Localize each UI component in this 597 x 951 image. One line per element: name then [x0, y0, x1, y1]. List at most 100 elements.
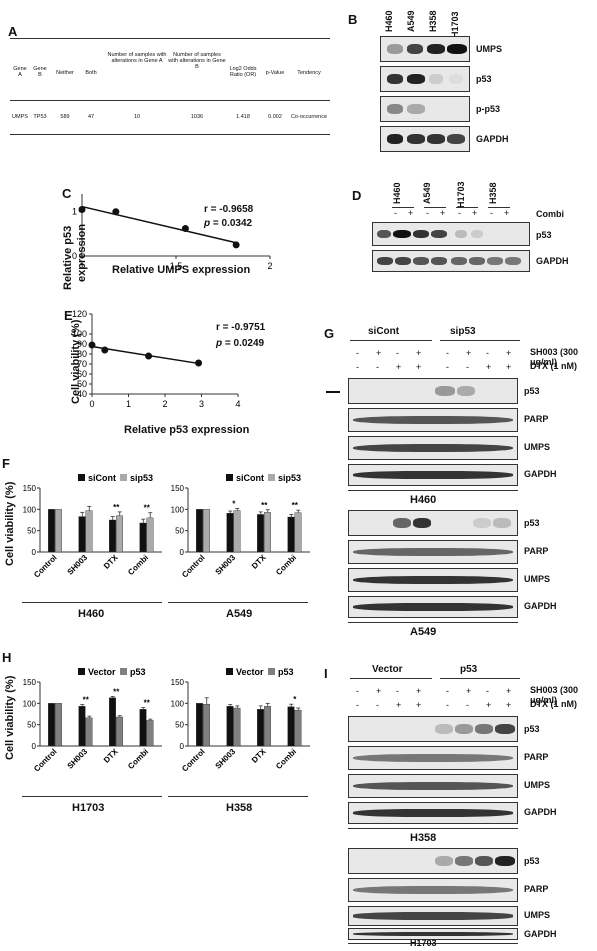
panel-label-d: D	[352, 188, 362, 203]
cell-samples-b: 1036	[190, 114, 204, 120]
x-tick-label: 1.5	[170, 261, 183, 271]
band-label-umps: UMPS	[524, 574, 551, 584]
cell-both: 47	[87, 114, 95, 120]
col-header-gene-b: Gene B	[33, 66, 47, 78]
y-tick-label: 100	[23, 699, 37, 708]
x-category-label: DTX	[102, 747, 120, 765]
bar	[55, 509, 62, 553]
sign: +	[486, 362, 492, 372]
bar	[233, 707, 241, 747]
sign: -	[446, 686, 449, 696]
x-category-label: Control	[32, 747, 58, 773]
sign: -	[458, 208, 461, 218]
col-header-tendency: Tendency	[297, 70, 321, 76]
col-header-gene-a: Gene A	[13, 66, 27, 78]
y-tick-label: 50	[175, 721, 184, 730]
blot-b-lane-labels: H460 A549 H358 H1703	[380, 4, 480, 38]
sign: -	[426, 208, 429, 218]
blot-g-a549-umps	[348, 568, 518, 592]
chart-h-h358: 0 50 100 150 Control SH003 DTX * Combi Vector p53	[171, 667, 310, 774]
sign: +	[396, 362, 402, 372]
sign: -	[356, 348, 359, 358]
y-tick-label: 0	[72, 251, 77, 261]
band-label-parp: PARP	[524, 884, 549, 894]
legend-label: sip53	[130, 473, 153, 483]
chart-e-r-value: r = -0.9751	[216, 322, 266, 333]
band-label-p53: p53	[524, 386, 540, 396]
y-tick-label: 100	[171, 505, 185, 514]
band-label-gapdh: GAPDH	[476, 134, 509, 144]
bar	[116, 716, 123, 747]
y-tick-label: 50	[27, 721, 36, 730]
blot-g-h460-gapdh	[348, 464, 518, 486]
data-point	[181, 225, 189, 233]
cell-gene-a: UMPS	[12, 114, 28, 120]
group-label-vector: Vector	[372, 664, 403, 675]
blot-g-dtx-label: DTX (1 nM)	[530, 361, 577, 371]
sign: +	[416, 348, 422, 358]
col-header-samples-a: Number of samples with alterations in Ge…	[107, 52, 167, 64]
blot-g-h460-umps	[348, 436, 518, 460]
blot-i-cell-h358: H358	[410, 832, 437, 844]
blot-b-gapdh	[380, 126, 470, 152]
lane-label: H358	[488, 182, 498, 204]
sign: -	[466, 700, 469, 710]
blot-d-lane-labels: H460 A549 H1703 H358	[384, 176, 524, 208]
sign: +	[416, 362, 422, 372]
bar	[85, 510, 93, 553]
sign: +	[486, 700, 492, 710]
lane-label: H358	[428, 10, 438, 32]
blot-g-header: siCont sip53 - + - + - + - + - - + + - -…	[350, 326, 550, 382]
legend-label: Vector	[236, 667, 264, 677]
significance-mark: **	[113, 688, 120, 697]
band-label-pp53: p-p53	[476, 104, 501, 114]
chart-e-ylabel: Cell viability (%)	[70, 319, 82, 404]
blot-i-h1703-parp	[348, 878, 518, 902]
x-category-label: DTX	[250, 747, 268, 765]
sign: -	[446, 348, 449, 358]
legend-swatch	[268, 668, 275, 675]
lane-label: H1703	[450, 11, 460, 38]
significance-mark: **	[144, 504, 151, 513]
bar	[139, 522, 147, 553]
band-label-gapdh: GAPDH	[536, 256, 569, 266]
sign: -	[446, 362, 449, 372]
data-point	[145, 352, 153, 360]
blot-d-gapdh	[372, 250, 530, 272]
sign: +	[466, 348, 472, 358]
y-tick-label: 150	[23, 678, 37, 687]
panel-label-a: A	[8, 24, 18, 39]
panel-label-b: B	[348, 12, 358, 27]
blot-i-h1703-gapdh	[348, 928, 518, 940]
col-header-pvalue: p-Value	[265, 70, 285, 76]
chart-c-p-value: p = 0.0342	[204, 218, 252, 229]
panel-label-c: C	[62, 186, 72, 201]
x-category-label: Control	[32, 553, 58, 579]
legend-label: p53	[278, 667, 294, 677]
band-label-parp: PARP	[524, 752, 549, 762]
band-label-p53: p53	[524, 518, 540, 528]
x-tick-label: 0	[89, 399, 94, 409]
significance-mark: **	[113, 503, 120, 512]
band-marker	[326, 391, 340, 393]
x-category-label: SH003	[65, 553, 89, 577]
chart-f-ylabel: Cell viability (%)	[4, 481, 16, 566]
y-tick-label: 150	[171, 678, 185, 687]
sign: +	[416, 686, 422, 696]
legend-label: sip53	[278, 473, 301, 483]
sign: -	[466, 362, 469, 372]
bar	[203, 509, 210, 553]
panel-label-h: H	[2, 650, 12, 665]
legend-label: siCont	[236, 473, 264, 483]
x-category-label: Combi	[274, 553, 298, 577]
lane-label: H460	[392, 182, 402, 204]
sign: -	[376, 700, 379, 710]
chart-c-xlabel: Relative UMPS expression	[112, 264, 251, 276]
data-point	[88, 341, 96, 349]
blot-g-a549-p53	[348, 510, 518, 536]
legend-swatch	[226, 474, 233, 481]
data-point	[195, 359, 203, 367]
blot-i-row1-signs: - + - + - + - +	[350, 686, 540, 698]
sign: -	[446, 700, 449, 710]
